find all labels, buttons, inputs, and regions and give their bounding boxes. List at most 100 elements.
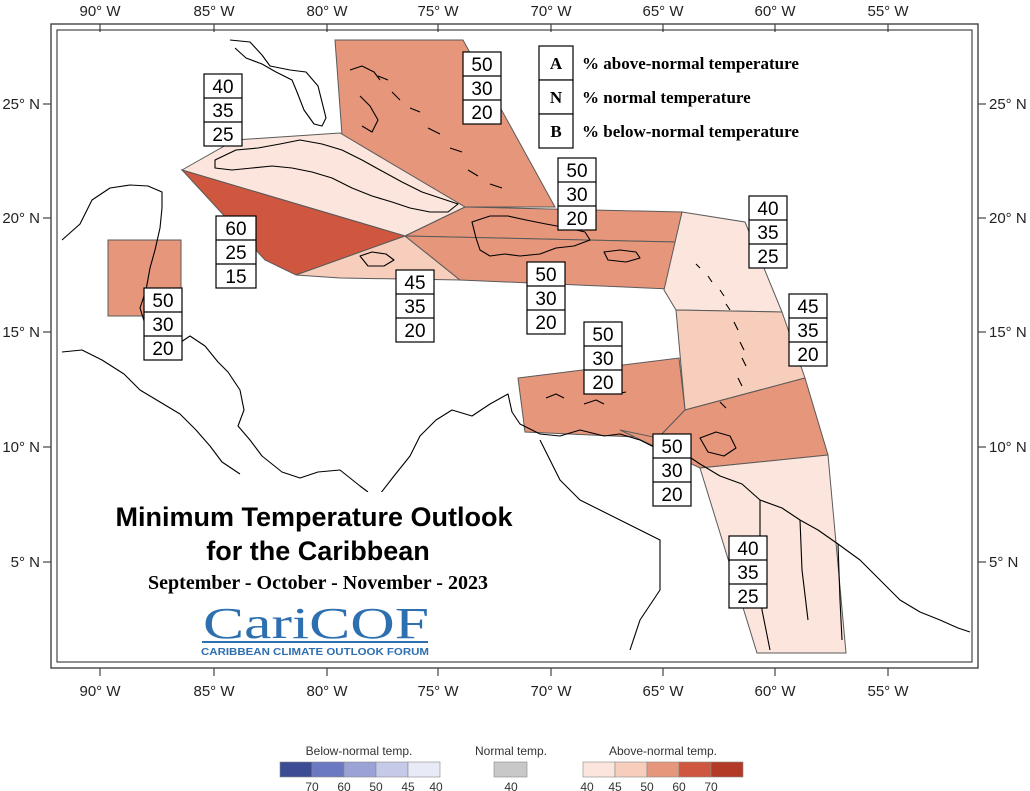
legend-swatch bbox=[375, 761, 409, 778]
prob-normal-jamaica: 35 bbox=[404, 297, 425, 318]
prob-below-windward-islands: 20 bbox=[797, 345, 818, 366]
lat-tick-right: 15° N bbox=[989, 324, 1027, 341]
lon-tick-top: 80° W bbox=[306, 3, 348, 20]
probability-key: A N B % above-normal temperature % norma… bbox=[538, 45, 799, 149]
logo-subtitle: CARIBBEAN CLIMATE OUTLOOK FORUM bbox=[201, 646, 429, 658]
lat-tick-left: 15° N bbox=[2, 324, 40, 341]
legend-swatch bbox=[343, 761, 377, 778]
caricof-logo: CariCOF CARIBBEAN CLIMATE OUTLOOK FORUM bbox=[201, 599, 429, 658]
prob-box-trinidad-barbados: 50 30 20 bbox=[652, 433, 692, 507]
prob-box-cayman: 60 25 15 bbox=[215, 215, 257, 289]
prob-normal-hispaniola-south: 30 bbox=[535, 289, 556, 310]
zone-bahamas bbox=[334, 39, 556, 208]
left-latitude-axis: 25° N 20° N 15° N 10° N 5° N bbox=[2, 96, 40, 571]
prob-box-bahamas: 50 30 20 bbox=[462, 51, 502, 125]
prob-below-cuba-west: 25 bbox=[212, 125, 233, 146]
prob-above-windward-islands: 45 bbox=[797, 297, 818, 318]
legend-tick-below: 45 bbox=[401, 780, 415, 791]
prob-below-hispaniola-pr: 20 bbox=[566, 209, 587, 230]
lon-tick-top: 90° W bbox=[79, 3, 121, 20]
pacific-coastline bbox=[61, 349, 241, 475]
legend-tick-below: 70 bbox=[305, 780, 319, 791]
legend-tick-normal: 40 bbox=[504, 780, 518, 791]
prob-above-leeward-islands: 40 bbox=[757, 199, 778, 220]
prob-above-abc-islands: 50 bbox=[592, 325, 613, 346]
prob-below-belize: 20 bbox=[152, 339, 173, 360]
legend-title-above: Above-normal temp. bbox=[609, 744, 717, 758]
title-background bbox=[80, 492, 548, 660]
legend-swatch bbox=[311, 761, 345, 778]
legend-swatch bbox=[493, 761, 528, 778]
key-text-below: % below-normal temperature bbox=[582, 122, 799, 141]
map-season: September - October - November - 2023 bbox=[148, 572, 488, 594]
legend-swatch bbox=[279, 761, 313, 778]
legend-tick-below: 60 bbox=[337, 780, 351, 791]
prob-normal-guianas: 35 bbox=[737, 563, 758, 584]
key-text-normal: % normal temperature bbox=[582, 88, 751, 107]
lat-tick-right: 10° N bbox=[989, 439, 1027, 456]
south-america-north-coastline bbox=[379, 393, 971, 633]
prob-box-hispaniola-south: 50 30 20 bbox=[526, 261, 566, 335]
prob-box-hispaniola-pr: 50 30 20 bbox=[557, 157, 597, 231]
prob-below-leeward-islands: 25 bbox=[757, 247, 778, 268]
prob-above-guianas: 40 bbox=[737, 539, 758, 560]
prob-normal-belize: 30 bbox=[152, 315, 173, 336]
prob-normal-trinidad-barbados: 30 bbox=[661, 461, 682, 482]
prob-above-jamaica: 45 bbox=[404, 273, 425, 294]
prob-normal-abc-islands: 30 bbox=[592, 349, 613, 370]
prob-box-windward-islands: 45 35 20 bbox=[788, 293, 828, 367]
legend-tick-above: 40 bbox=[580, 780, 594, 791]
logo-underline bbox=[202, 641, 428, 643]
probability-boxes: 50 30 20 40 35 25 60 25 15 45 35 20 bbox=[143, 51, 828, 609]
prob-normal-leeward-islands: 35 bbox=[757, 223, 778, 244]
lat-tick-left: 5° N bbox=[11, 554, 40, 571]
prob-above-hispaniola-pr: 50 bbox=[566, 161, 587, 182]
lon-tick-top: 65° W bbox=[642, 3, 684, 20]
legend-swatch bbox=[407, 761, 441, 778]
lat-tick-right: 25° N bbox=[989, 96, 1027, 113]
lon-tick-bottom: 75° W bbox=[417, 683, 459, 700]
legend-title-normal: Normal temp. bbox=[475, 744, 547, 758]
legend-tick-below: 50 bbox=[369, 780, 383, 791]
prob-below-guianas: 25 bbox=[737, 587, 758, 608]
prob-box-belize: 50 30 20 bbox=[143, 287, 183, 361]
legend-tick-below: 40 bbox=[429, 780, 443, 791]
hispaniola-coastline bbox=[471, 215, 591, 257]
prob-box-guianas: 40 35 25 bbox=[728, 535, 768, 609]
map-inner-frame bbox=[56, 29, 973, 663]
legend-tick-above: 60 bbox=[672, 780, 686, 791]
lon-tick-bottom: 70° W bbox=[530, 683, 572, 700]
legend-above-swatches bbox=[582, 761, 744, 778]
bahamas-islands bbox=[349, 65, 503, 189]
lon-tick-top: 55° W bbox=[867, 3, 909, 20]
cuba-coastline bbox=[214, 139, 459, 213]
trinidad-coastline bbox=[699, 431, 737, 457]
prob-above-cuba-west: 40 bbox=[212, 77, 233, 98]
jamaica-coastline bbox=[359, 251, 395, 267]
puerto-rico-coastline bbox=[603, 249, 641, 263]
prob-below-jamaica: 20 bbox=[404, 321, 425, 342]
legend-swatch bbox=[678, 761, 712, 778]
lat-tick-left: 10° N bbox=[2, 439, 40, 456]
legend-title-below: Below-normal temp. bbox=[306, 744, 413, 758]
lon-tick-top: 60° W bbox=[754, 3, 796, 20]
legend-tick-above: 70 bbox=[704, 780, 718, 791]
prob-normal-cayman: 25 bbox=[225, 243, 246, 264]
prob-normal-windward-islands: 35 bbox=[797, 321, 818, 342]
prob-below-trinidad-barbados: 20 bbox=[661, 485, 682, 506]
lon-tick-bottom: 55° W bbox=[867, 683, 909, 700]
map-title-line-2: for the Caribbean bbox=[206, 536, 430, 566]
prob-normal-hispaniola-pr: 30 bbox=[566, 185, 587, 206]
lon-tick-bottom: 85° W bbox=[193, 683, 235, 700]
lon-tick-bottom: 65° W bbox=[642, 683, 684, 700]
legend-swatch bbox=[710, 761, 744, 778]
legend-swatch bbox=[614, 761, 648, 778]
prob-above-cayman: 60 bbox=[225, 219, 246, 240]
coastlines bbox=[61, 39, 971, 651]
lat-tick-right: 5° N bbox=[989, 554, 1018, 571]
lon-tick-bottom: 90° W bbox=[79, 683, 121, 700]
lat-tick-left: 25° N bbox=[2, 96, 40, 113]
key-box-a bbox=[538, 45, 574, 81]
prob-normal-bahamas: 30 bbox=[471, 79, 492, 100]
key-box-b bbox=[538, 113, 574, 149]
